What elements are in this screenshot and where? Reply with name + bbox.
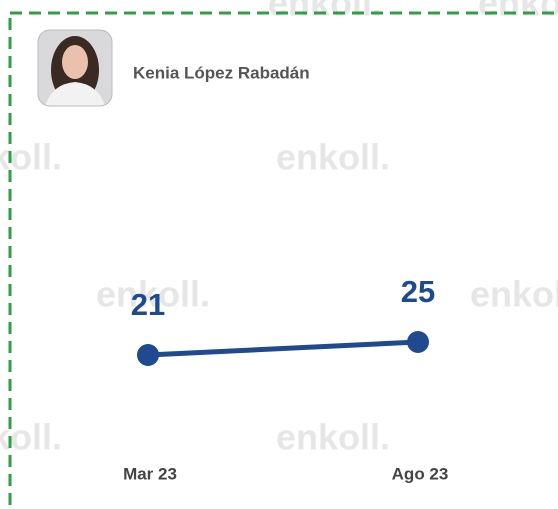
- data-label: 21: [131, 287, 165, 322]
- watermark: enkoll.: [276, 137, 390, 178]
- x-tick-label: Mar 23: [123, 464, 177, 483]
- data-label: 25: [401, 274, 435, 309]
- avatar: [38, 30, 112, 106]
- line: [148, 342, 418, 355]
- watermark: enkoll.: [276, 417, 390, 458]
- x-tick-label: Ago 23: [392, 464, 449, 483]
- point: [407, 331, 429, 353]
- chart-title: Kenia López Rabadán: [133, 63, 310, 82]
- point: [137, 344, 159, 366]
- watermark: enkoll.: [470, 274, 558, 315]
- chart: enkoll. enkoll. enkoll. enkoll. enkoll. …: [0, 0, 558, 509]
